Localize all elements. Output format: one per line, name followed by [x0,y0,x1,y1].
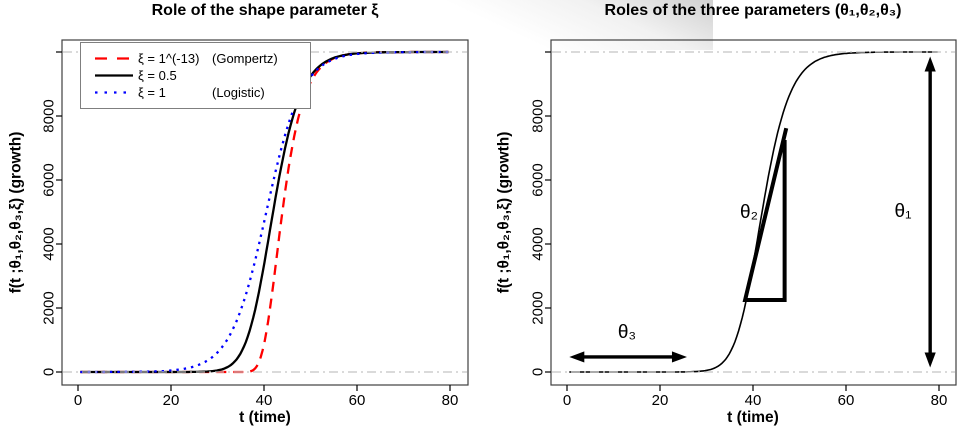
right-x-tick-label: 20 [652,392,669,409]
right-y-tick-label: 8000 [530,99,547,132]
right-x-tick-label: 40 [745,392,762,409]
theta2-label: θ₂ [740,202,758,223]
background-gradient-artifact [383,0,713,50]
theta1-arrow-head-top [924,56,936,72]
theta3-arrow-head-right [671,351,687,363]
legend-line-sample-gompertz [95,57,133,60]
left-y-tick-label: 2000 [41,291,58,324]
left-x-tick-label: 0 [74,392,82,409]
theta2-triangle [742,127,789,302]
theta1-label: θ₁ [894,201,912,222]
right-x-axis-label: t (time) [727,409,779,426]
theta3-arrow-head-left [569,351,585,363]
legend-note: (Logistic) [212,85,265,100]
legend-box: ξ = 1^(-13) (Gompertz) ξ = 0.5 ξ = 1 (Lo… [80,42,311,109]
legend-line-sample-xi05 [95,74,133,77]
left-plot-box [61,39,469,386]
theta1-arrow-head-bottom [924,352,936,368]
legend-row-logistic: ξ = 1 (Logistic) [81,84,310,101]
right-chart-title: Roles of the three parameters (θ₁,θ₂,θ₃) [604,2,902,19]
right-x-tick-label: 0 [563,392,571,409]
right-y-tick-label: 0 [530,368,547,376]
right-x-tick-label: 80 [931,392,948,409]
right-x-tick-label: 60 [838,392,855,409]
legend-line-sample-logistic [95,91,133,94]
legend-note: (Gompertz) [212,51,278,66]
left-y-axis-label: f(t ;θ₁,θ₂,θ₃,ξ) (growth) [7,131,25,294]
left-y-tick-label: 4000 [41,227,58,260]
left-x-tick-label: 20 [163,392,180,409]
left-x-tick-label: 60 [349,392,366,409]
right-y-tick-label: 6000 [530,163,547,196]
left-x-tick-label: 80 [442,392,459,409]
legend-row-xi05: ξ = 0.5 [81,67,310,84]
left-x-axis-label: t (time) [239,409,291,426]
theta3-label: θ₃ [617,322,637,343]
legend-label: ξ = 1 [138,85,166,100]
left-chart-title: Role of the shape parameter ξ [151,2,379,19]
left-y-tick-label: 0 [41,368,58,376]
legend-label: ξ = 0.5 [138,68,177,83]
left-y-tick-label: 6000 [41,163,58,196]
left-x-tick-label: 40 [256,392,273,409]
legend-row-gompertz: ξ = 1^(-13) (Gompertz) [81,50,310,67]
right-y-tick-label: 4000 [530,227,547,260]
right-y-axis-label: f(t ;θ₁,θ₂,θ₃,ξ) (growth) [495,131,513,294]
left-y-tick-label: 8000 [41,99,58,132]
right-y-tick-label: 2000 [530,291,547,324]
legend-label: ξ = 1^(-13) [138,51,200,66]
